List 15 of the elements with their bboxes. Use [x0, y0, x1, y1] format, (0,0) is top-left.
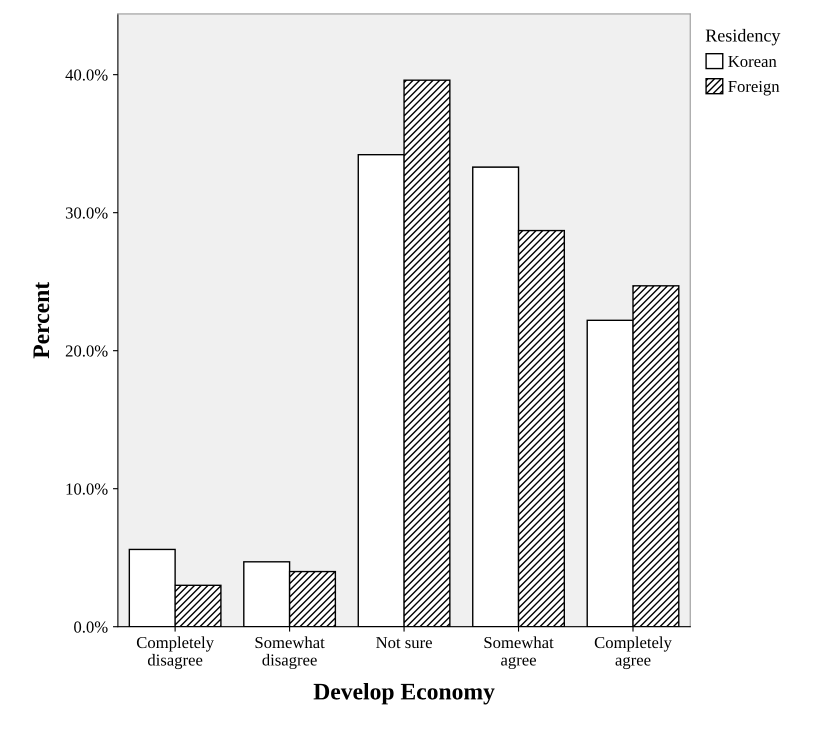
y-tick-label: 10.0%	[66, 483, 108, 495]
legend-label: Foreign	[728, 80, 780, 96]
legend-label: Korean	[728, 56, 777, 68]
x-tick-label: Completely disagree	[136, 636, 214, 670]
y-axis-title: Percent	[34, 282, 50, 358]
x-tick-label: Somewhat disagree	[256, 636, 325, 670]
x-tick-label: Completely agree	[594, 636, 672, 670]
x-tick-label: Somewhat agree	[484, 636, 554, 670]
y-tick-label: 0.0%	[74, 621, 108, 633]
y-tick-label: 40.0%	[65, 69, 108, 81]
legend-title: Residency	[706, 28, 780, 46]
x-tick-label: Not sure	[376, 637, 432, 648]
y-tick-label: 20.0%	[66, 345, 108, 357]
x-axis-title: Develop Economy	[314, 682, 495, 704]
y-tick-label: 30.0%	[66, 207, 108, 219]
